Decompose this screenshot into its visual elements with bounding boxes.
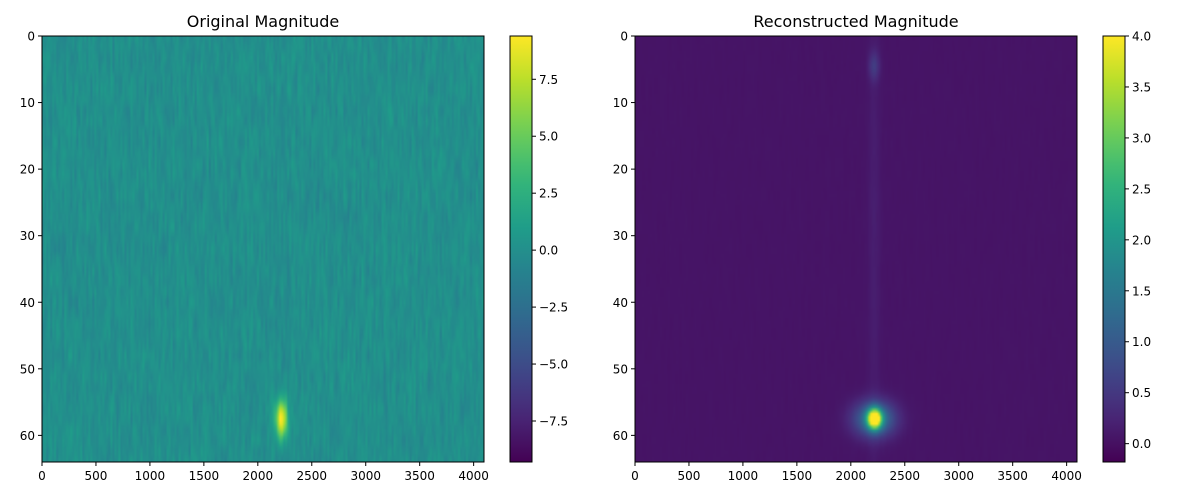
colorbar-tick-label: 5.0 xyxy=(539,130,558,144)
colorbar xyxy=(509,35,533,463)
panel-title: Reconstructed Magnitude xyxy=(753,12,958,31)
colorbar-tick-label: −2.5 xyxy=(539,301,568,315)
colorbar-tick-label: 3.0 xyxy=(1132,131,1151,145)
colorbar-tick-label: 1.0 xyxy=(1132,335,1151,349)
x-tick-label: 2500 xyxy=(890,469,921,483)
y-tick-label: 40 xyxy=(20,296,35,310)
y-tick-label: 30 xyxy=(613,229,628,243)
y-tick-label: 40 xyxy=(613,296,628,310)
colorbar xyxy=(1102,35,1126,463)
heatmap-image xyxy=(42,36,484,462)
x-tick-label: 500 xyxy=(85,469,108,483)
colorbar-tick-label: 0.5 xyxy=(1132,386,1151,400)
heatmap-image xyxy=(635,36,1077,462)
y-tick-label: 60 xyxy=(613,429,628,443)
colorbar-tick-label: 0.0 xyxy=(1132,437,1151,451)
x-tick-label: 0 xyxy=(631,469,639,483)
y-tick-label: 0 xyxy=(27,30,35,44)
colorbar-tick-label: 1.5 xyxy=(1132,284,1151,298)
x-tick-label: 4000 xyxy=(458,469,489,483)
colorbar-tick-label: 3.5 xyxy=(1132,80,1151,94)
y-tick-label: 10 xyxy=(20,96,35,110)
colorbar-tick-label: 0.0 xyxy=(539,244,558,258)
x-tick-label: 500 xyxy=(678,469,701,483)
x-tick-label: 2500 xyxy=(297,469,328,483)
x-tick-label: 0 xyxy=(38,469,46,483)
colorbar-tick-label: −5.0 xyxy=(539,358,568,372)
colorbar-tick-label: 2.0 xyxy=(1132,233,1151,247)
axes-frame xyxy=(634,35,1078,463)
colorbar-tick-label: 4.0 xyxy=(1132,30,1151,44)
x-tick-label: 3000 xyxy=(350,469,381,483)
y-tick-label: 0 xyxy=(620,30,628,44)
axes-frame xyxy=(41,35,485,463)
x-tick-label: 2000 xyxy=(836,469,867,483)
x-tick-label: 3500 xyxy=(404,469,435,483)
x-tick-label: 2000 xyxy=(243,469,274,483)
x-tick-label: 1000 xyxy=(135,469,166,483)
colorbar-tick-label: 7.5 xyxy=(539,73,558,87)
x-tick-label: 3000 xyxy=(943,469,974,483)
colorbar-tick-label: 2.5 xyxy=(1132,182,1151,196)
x-tick-label: 3500 xyxy=(997,469,1028,483)
panel-title: Original Magnitude xyxy=(187,12,339,31)
y-tick-label: 30 xyxy=(20,229,35,243)
y-tick-label: 20 xyxy=(20,163,35,177)
y-tick-label: 50 xyxy=(613,362,628,376)
y-tick-label: 20 xyxy=(613,163,628,177)
x-tick-label: 1000 xyxy=(728,469,759,483)
y-tick-label: 10 xyxy=(613,96,628,110)
y-tick-label: 50 xyxy=(20,362,35,376)
x-tick-label: 4000 xyxy=(1051,469,1082,483)
colorbar-tick-label: −7.5 xyxy=(539,414,568,428)
x-tick-label: 1500 xyxy=(189,469,220,483)
y-tick-label: 60 xyxy=(20,429,35,443)
colorbar-tick-label: 2.5 xyxy=(539,187,558,201)
x-tick-label: 1500 xyxy=(782,469,813,483)
